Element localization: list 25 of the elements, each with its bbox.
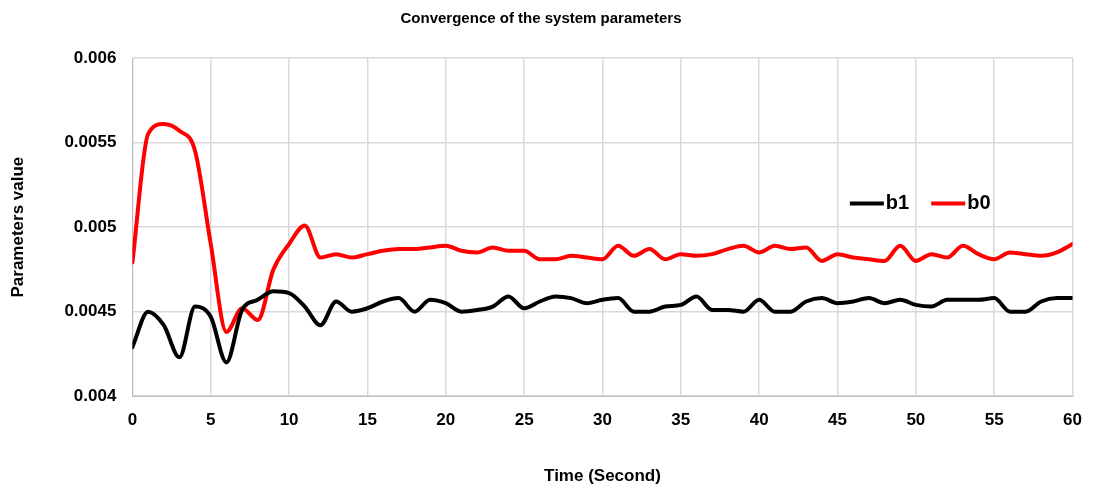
legend-label: b1 — [885, 190, 910, 213]
x-tick-label: 30 — [593, 410, 612, 430]
y-tick-label: 0.006 — [73, 47, 117, 67]
x-tick-label: 25 — [514, 410, 534, 430]
y-axis-title: Parameters value — [7, 156, 27, 298]
legend-label: b0 — [967, 190, 991, 213]
x-tick-label: 15 — [357, 410, 377, 430]
y-tick-label: 0.0045 — [64, 301, 117, 321]
x-tick-label: 5 — [206, 410, 216, 430]
x-tick-label: 50 — [906, 410, 926, 430]
x-tick-label: 20 — [436, 410, 456, 430]
x-tick-label: 60 — [1063, 410, 1083, 430]
y-tick-label: 0.004 — [73, 385, 117, 405]
chart-title: Convergence of the system parameters — [400, 9, 682, 27]
line-series — [132, 121, 1073, 334]
x-tick-label: 55 — [984, 410, 1004, 430]
x-tick-label: 40 — [749, 410, 769, 430]
y-tick-label: 0.0055 — [64, 132, 117, 152]
y-tick-label: 0.005 — [73, 216, 117, 236]
x-tick-label: 45 — [828, 410, 847, 430]
x-tick-label: 0 — [127, 410, 138, 430]
line-series — [132, 289, 1073, 365]
x-tick-label: 35 — [671, 410, 691, 430]
x-axis-title: Time (Second) — [544, 466, 661, 486]
x-tick-label: 10 — [279, 410, 299, 430]
